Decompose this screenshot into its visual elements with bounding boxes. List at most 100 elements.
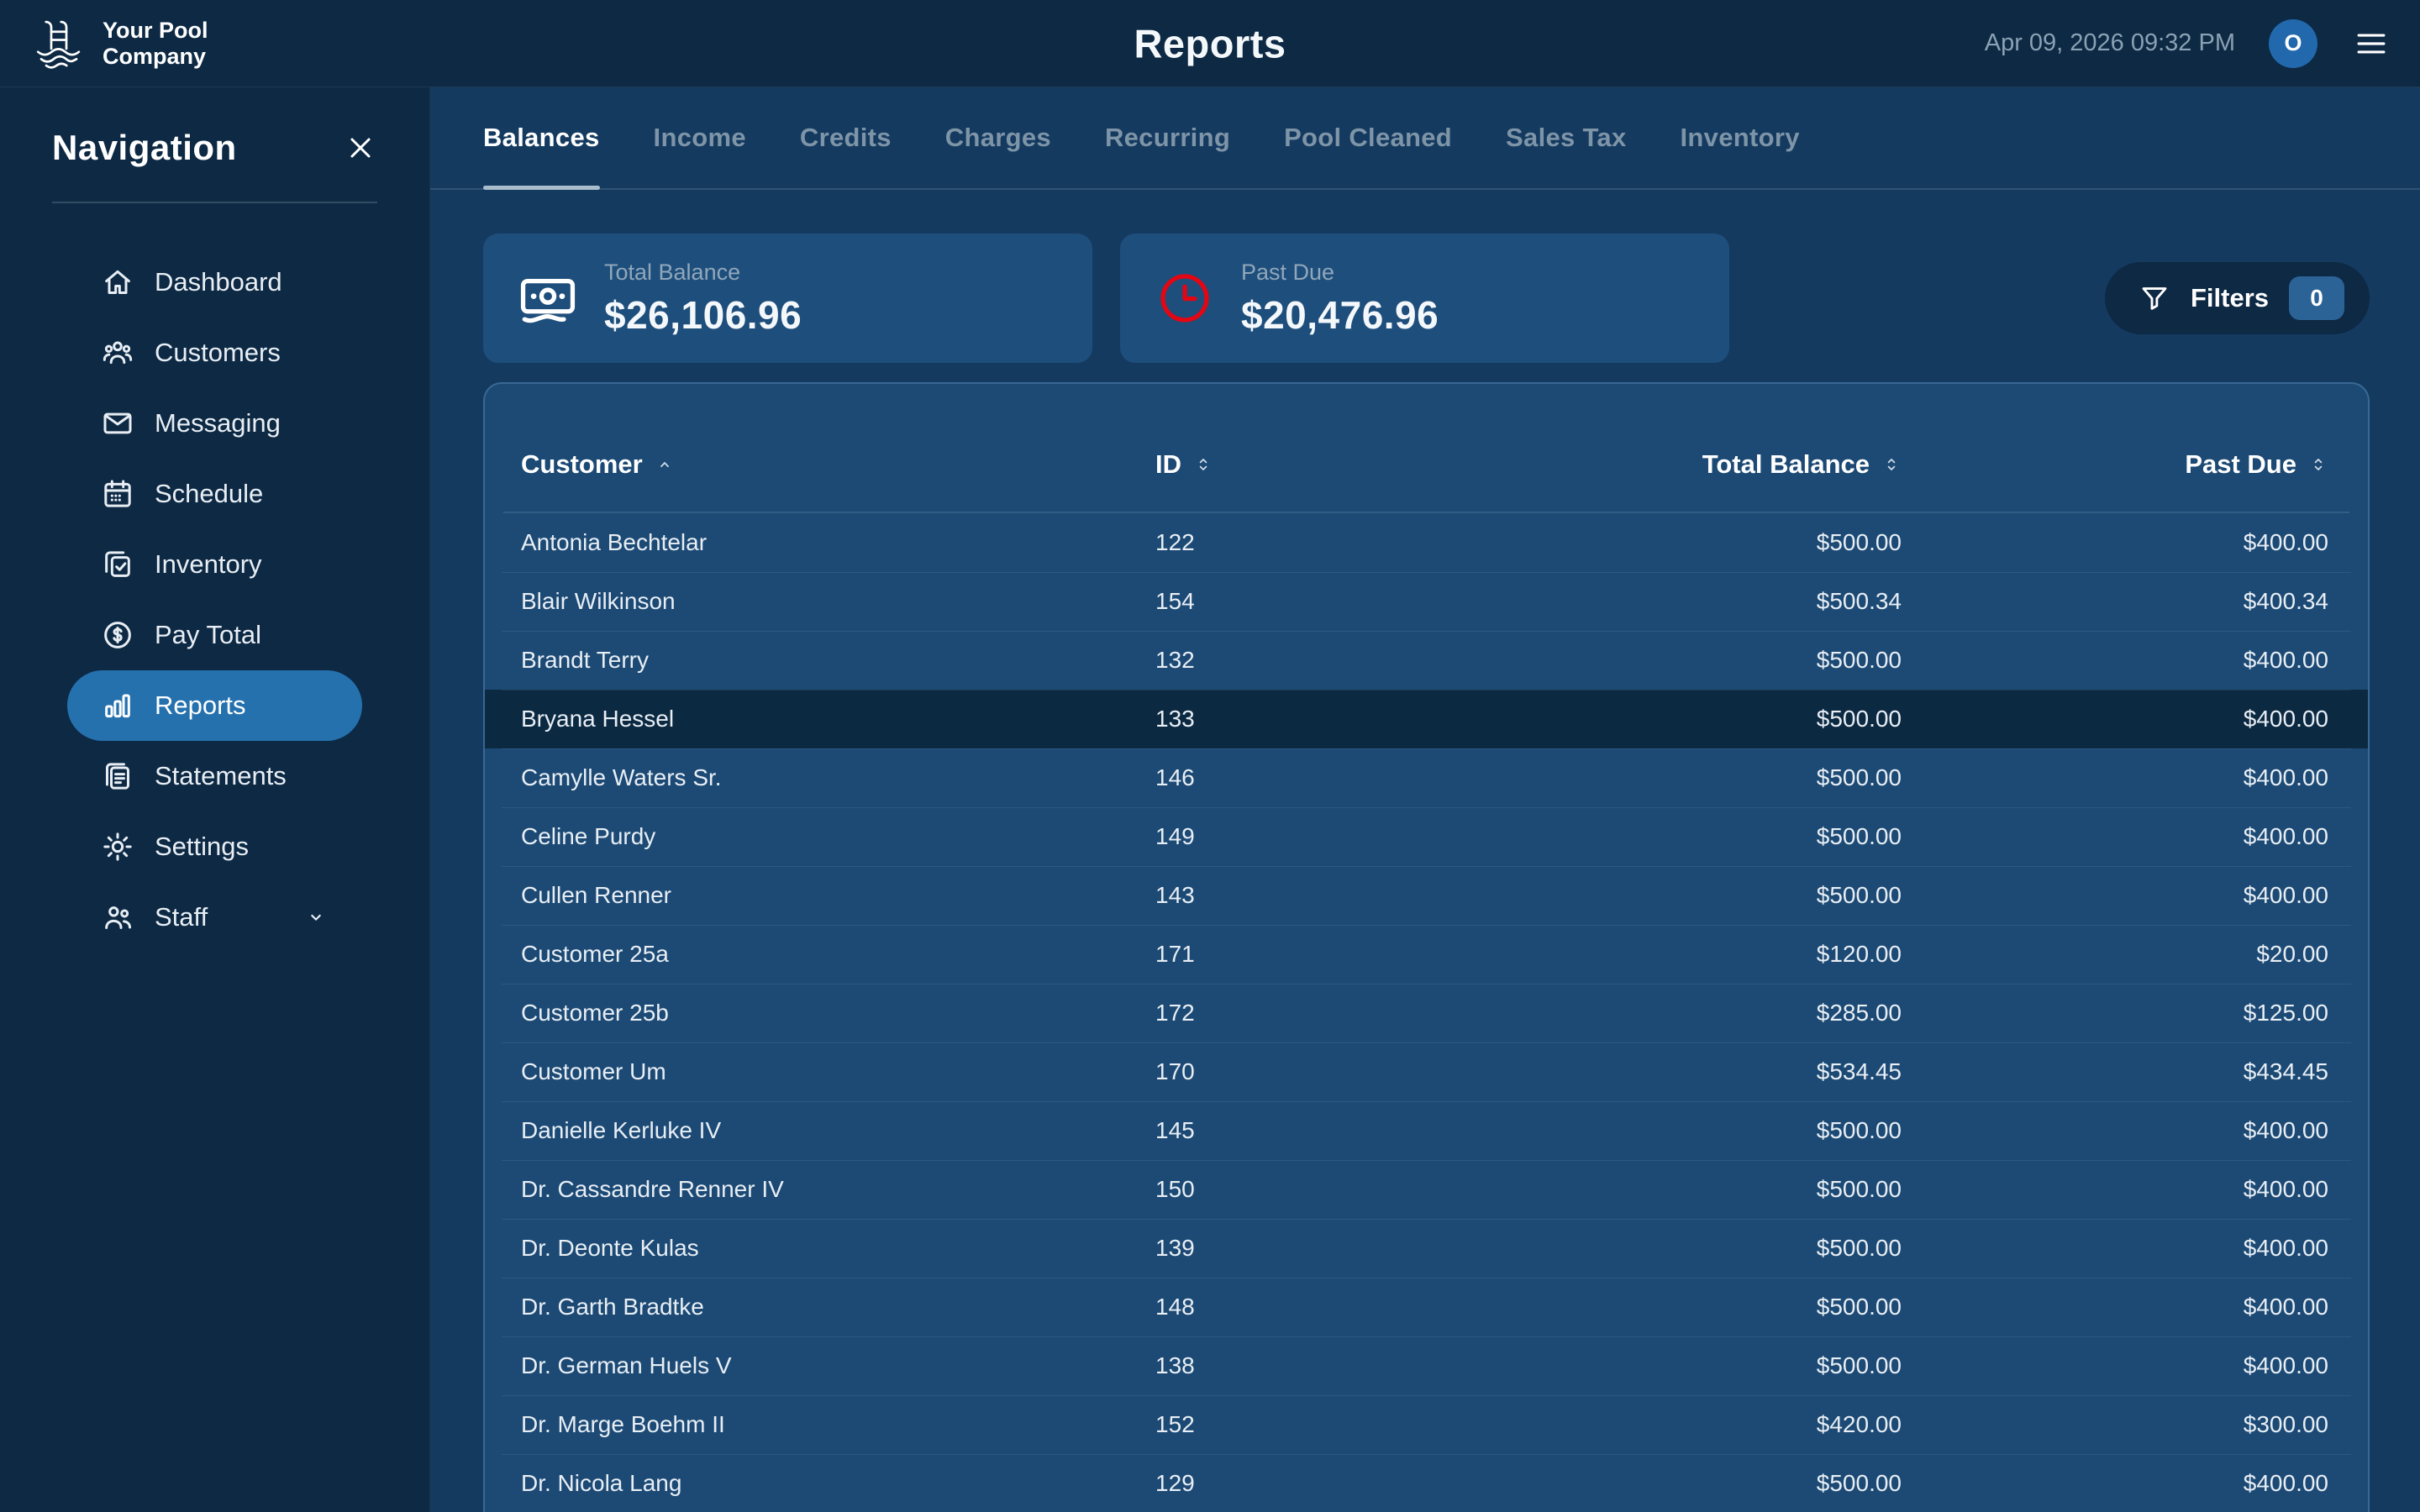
table-row[interactable]: Customer 25a171$120.00$20.00	[485, 925, 2368, 984]
cell-id: 146	[1155, 764, 1592, 791]
sidebar-item-dashboard[interactable]: Dashboard	[67, 247, 362, 318]
card-value: $26,106.96	[604, 292, 802, 338]
envelope-icon	[101, 407, 134, 440]
hamburger-menu-button[interactable]	[2351, 26, 2391, 61]
cell-customer: Customer Um	[521, 1058, 1155, 1085]
summary-row: Total Balance$26,106.96Past Due$20,476.9…	[483, 234, 2370, 363]
cell-past-due: $400.00	[1902, 1117, 2328, 1144]
cell-past-due: $400.00	[1902, 1470, 2328, 1497]
customers-icon	[101, 336, 134, 370]
table-row[interactable]: Bryana Hessel133$500.00$400.00	[485, 690, 2368, 748]
sidebar-item-settings[interactable]: Settings	[67, 811, 362, 882]
cell-past-due: $400.00	[1902, 823, 2328, 850]
sidebar-divider	[52, 202, 377, 203]
table-row[interactable]: Celine Purdy149$500.00$400.00	[485, 807, 2368, 866]
sidebar: Navigation DashboardCustomersMessagingSc…	[0, 87, 430, 1512]
filters-count-badge: 0	[2289, 276, 2344, 320]
sidebar-item-messaging[interactable]: Messaging	[67, 388, 362, 459]
banknote-icon	[518, 269, 577, 328]
top-bar: Your Pool Company Reports Apr 09, 2026 0…	[0, 0, 2420, 87]
table-row[interactable]: Dr. Marge Boehm II152$420.00$300.00	[485, 1395, 2368, 1454]
cell-total-balance: $500.00	[1592, 1294, 1902, 1320]
cell-id: 129	[1155, 1470, 1592, 1497]
table-row[interactable]: Camylle Waters Sr.146$500.00$400.00	[485, 748, 2368, 807]
home-icon	[101, 265, 134, 299]
summary-card-past-due: Past Due$20,476.96	[1120, 234, 1729, 363]
table-row[interactable]: Dr. German Huels V138$500.00$400.00	[485, 1336, 2368, 1395]
close-icon	[344, 131, 377, 165]
cell-past-due: $300.00	[1902, 1411, 2328, 1438]
cell-customer: Dr. Garth Bradtke	[521, 1294, 1155, 1320]
cell-customer: Bryana Hessel	[521, 706, 1155, 732]
sidebar-item-schedule[interactable]: Schedule	[67, 459, 362, 529]
card-value: $20,476.96	[1241, 292, 1439, 338]
column-label: ID	[1155, 449, 1181, 480]
table-row[interactable]: Dr. Cassandre Renner IV150$500.00$400.00	[485, 1160, 2368, 1219]
tab-credits[interactable]: Credits	[800, 87, 892, 188]
cell-total-balance: $500.00	[1592, 1470, 1902, 1497]
clipboard-list-icon	[101, 759, 134, 793]
table-row[interactable]: Dr. Nicola Lang129$500.00$400.00	[485, 1454, 2368, 1512]
sidebar-nav: DashboardCustomersMessagingSchedule Inven…	[0, 247, 429, 953]
table-row[interactable]: Dr. Deonte Kulas139$500.00$400.00	[485, 1219, 2368, 1278]
tab-income[interactable]: Income	[654, 87, 746, 188]
column-header-customer[interactable]: Customer	[521, 449, 1155, 480]
tab-recurring[interactable]: Recurring	[1105, 87, 1230, 188]
table-row[interactable]: Blair Wilkinson154$500.34$400.34	[485, 572, 2368, 631]
table-row[interactable]: Customer Um170$534.45$434.45	[485, 1042, 2368, 1101]
tab-pool-cleaned[interactable]: Pool Cleaned	[1284, 87, 1452, 188]
cell-past-due: $400.34	[1902, 588, 2328, 615]
table-row[interactable]: Dr. Garth Bradtke148$500.00$400.00	[485, 1278, 2368, 1336]
sidebar-item-label: Staff	[155, 902, 208, 932]
filters-button[interactable]: Filters 0	[2105, 262, 2370, 334]
cell-total-balance: $420.00	[1592, 1411, 1902, 1438]
column-header-total-balance[interactable]: Total Balance	[1592, 449, 1902, 480]
cell-id: 122	[1155, 529, 1592, 556]
sidebar-item-reports[interactable]: Reports	[67, 670, 362, 741]
cell-total-balance: $500.00	[1592, 1352, 1902, 1379]
cell-total-balance: $500.34	[1592, 588, 1902, 615]
sidebar-item-customers[interactable]: Customers	[67, 318, 362, 388]
sidebar-item-pay-total[interactable]: Pay Total	[67, 600, 362, 670]
tab-balances[interactable]: Balances	[483, 87, 600, 188]
cell-customer: Brandt Terry	[521, 647, 1155, 674]
cell-id: 170	[1155, 1058, 1592, 1085]
tab-inventory[interactable]: Inventory	[1681, 87, 1800, 188]
tab-sales-tax[interactable]: Sales Tax	[1506, 87, 1626, 188]
sidebar-item-label: Pay Total	[155, 620, 261, 650]
avatar[interactable]: O	[2269, 19, 2317, 68]
table-row[interactable]: Antonia Bechtelar122$500.00$400.00	[485, 513, 2368, 572]
card-text: Past Due$20,476.96	[1241, 260, 1439, 338]
tab-charges[interactable]: Charges	[945, 87, 1051, 188]
cell-customer: Cullen Renner	[521, 882, 1155, 909]
sort-asc-icon	[655, 454, 675, 475]
table-row[interactable]: Cullen Renner143$500.00$400.00	[485, 866, 2368, 925]
sidebar-item-inventory[interactable]: Inventory	[67, 529, 362, 600]
cell-total-balance: $500.00	[1592, 1235, 1902, 1262]
table-row[interactable]: Brandt Terry132$500.00$400.00	[485, 631, 2368, 690]
cell-past-due: $20.00	[1902, 941, 2328, 968]
column-header-id[interactable]: ID	[1155, 449, 1592, 480]
timestamp: Apr 09, 2026 09:32 PM	[1985, 29, 2235, 57]
bar-chart-icon	[101, 689, 134, 722]
chevron-down-icon	[303, 905, 329, 930]
table-row[interactable]: Danielle Kerluke IV145$500.00$400.00	[485, 1101, 2368, 1160]
sidebar-item-staff[interactable]: Staff	[67, 882, 362, 953]
calendar-icon	[101, 477, 134, 511]
table-header: CustomerID Total BalancePast Due	[485, 384, 2368, 512]
brand-logo: Your Pool Company	[29, 13, 208, 74]
sidebar-item-label: Settings	[155, 832, 249, 862]
sidebar-close-button[interactable]	[344, 131, 377, 165]
cell-total-balance: $500.00	[1592, 706, 1902, 732]
sort-both-icon	[1193, 454, 1213, 475]
cell-id: 152	[1155, 1411, 1592, 1438]
table-row[interactable]: Customer 25b172$285.00$125.00	[485, 984, 2368, 1042]
sidebar-item-label: Inventory	[155, 549, 262, 580]
funnel-icon	[2139, 282, 2170, 314]
cell-total-balance: $500.00	[1592, 1176, 1902, 1203]
column-header-past-due[interactable]: Past Due	[1902, 449, 2328, 480]
cell-total-balance: $534.45	[1592, 1058, 1902, 1085]
cell-customer: Dr. German Huels V	[521, 1352, 1155, 1379]
sidebar-item-statements[interactable]: Statements	[67, 741, 362, 811]
cell-id: 138	[1155, 1352, 1592, 1379]
